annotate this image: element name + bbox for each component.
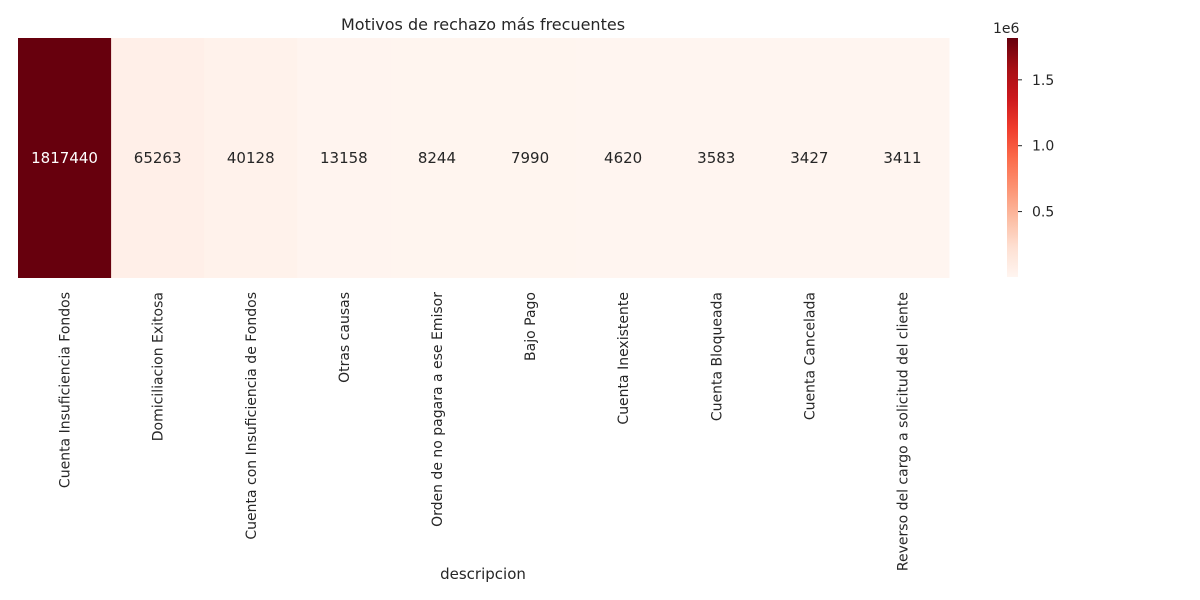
heatmap-cell <box>576 38 671 278</box>
cell-value-label: 1817440 <box>31 149 98 167</box>
cell-value-label: 4620 <box>604 149 642 167</box>
cell-value-label: 65263 <box>134 149 182 167</box>
colorbar-ticks: 0.5 1.0 1.5 <box>1018 73 1054 221</box>
cell-value-label: 40128 <box>227 149 275 167</box>
cell-value-label: 13158 <box>320 149 368 167</box>
x-tick-label: Cuenta con Insuficiencia de Fondos <box>244 292 260 540</box>
heatmap-cell <box>297 38 391 278</box>
x-tick-labels: Cuenta Insuficiencia Fondos Domiciliacion… <box>58 292 912 571</box>
x-tick-label: Orden de no pagara a ese Emisor <box>430 292 446 527</box>
x-axis-label: descripcion <box>440 565 526 583</box>
colorbar-offset-label: 1e6 <box>993 21 1020 37</box>
heatmap-cell <box>111 38 205 278</box>
x-tick-label: Domiciliacion Exitosa <box>151 292 167 441</box>
x-tick-label: Cuenta Bloqueada <box>709 292 725 421</box>
heatmap-cell <box>855 38 950 278</box>
x-tick-label: Cuenta Inexistente <box>616 292 632 425</box>
heatmap-cell <box>762 38 857 278</box>
x-tick-label: Cuenta Insuficiencia Fondos <box>58 292 74 488</box>
colorbar <box>1007 38 1018 277</box>
heatmap-cell <box>483 38 578 278</box>
cell-value-label: 3427 <box>790 149 828 167</box>
cell-value-label: 7990 <box>511 149 549 167</box>
x-tick-label: Cuenta Cancelada <box>802 292 818 420</box>
cell-value-label: 3411 <box>883 149 921 167</box>
colorbar-tick-label: 1.0 <box>1032 139 1054 155</box>
colorbar-tick-label: 0.5 <box>1032 205 1054 221</box>
heatmap-cell <box>390 38 484 278</box>
cell-value-label: 3583 <box>697 149 735 167</box>
heatmap-cells: 1817440 65263 40128 13158 8244 7990 4620 3583 34… <box>18 38 950 278</box>
heatmap-cell <box>204 38 298 278</box>
cell-value-label: 8244 <box>418 149 456 167</box>
x-tick-label: Bajo Pago <box>523 292 539 361</box>
heatmap-cell <box>18 38 112 278</box>
chart-title: Motivos de rechazo más frecuentes <box>341 15 625 34</box>
colorbar-tick-label: 1.5 <box>1032 73 1054 89</box>
heatmap-cell <box>669 38 764 278</box>
x-tick-label: Reverso del cargo a solicitud del client… <box>895 292 911 571</box>
x-tick-label: Otras causas <box>337 292 353 383</box>
